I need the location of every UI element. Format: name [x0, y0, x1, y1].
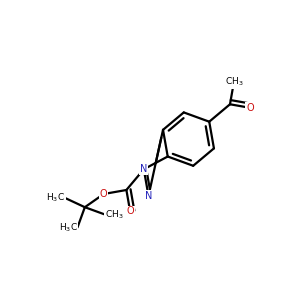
Text: H$_3$C: H$_3$C: [46, 192, 65, 204]
Text: O: O: [246, 103, 254, 113]
Text: CH$_3$: CH$_3$: [105, 208, 124, 221]
Text: N: N: [140, 164, 148, 174]
Text: CH$_3$: CH$_3$: [225, 75, 243, 88]
Text: H$_3$C: H$_3$C: [58, 221, 77, 234]
Text: O: O: [100, 189, 107, 199]
Text: O: O: [126, 206, 134, 216]
Text: N: N: [145, 191, 152, 201]
